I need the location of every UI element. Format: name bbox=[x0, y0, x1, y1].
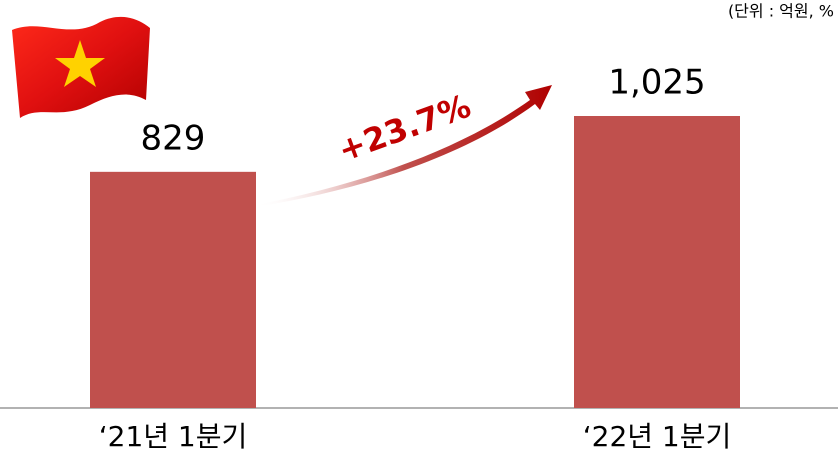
bar bbox=[574, 116, 740, 408]
value-label: 1,025 bbox=[608, 63, 705, 103]
value-label: 829 bbox=[141, 118, 206, 158]
flag bbox=[12, 16, 150, 118]
unit-label: (단위 : 억원, % bbox=[728, 2, 834, 21]
bar bbox=[90, 171, 256, 408]
x-tick-label: ‘21년 1분기 bbox=[99, 420, 248, 453]
growth-annotation: +23.7% bbox=[333, 87, 476, 170]
x-tick-label: ‘22년 1분기 bbox=[583, 420, 732, 453]
